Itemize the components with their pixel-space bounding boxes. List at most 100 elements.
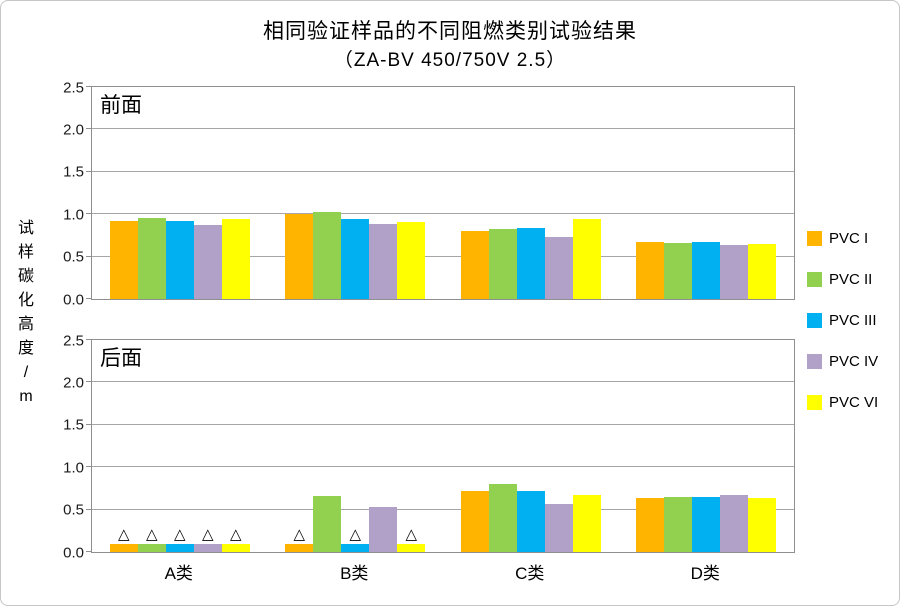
y-axis-tick — [86, 508, 92, 510]
y-axis-tick — [86, 339, 92, 340]
bar-front-B类-PVC III — [341, 219, 370, 299]
x-axis-label-D类: D类 — [690, 564, 720, 583]
y-axis-tick-label: 2.0 — [63, 374, 84, 392]
category-group-D类 — [619, 87, 795, 299]
y-axis-tick-label: 1.0 — [63, 459, 84, 477]
bar-front-C类-PVC II — [488, 229, 517, 299]
bar-back-C类-PVC VI — [572, 495, 601, 552]
x-axis-label-C类: C类 — [515, 564, 545, 583]
y-axis-tick-label: 1.5 — [63, 416, 84, 434]
bar-front-C类-PVC IV — [544, 237, 573, 299]
category-group-A类: △ △ △ △ △ — [92, 340, 268, 552]
bar-back-B类-PVC VI: △ — [397, 527, 426, 552]
y-axis-title: 试样碳化高度 / m — [13, 217, 39, 409]
y-axis-title-char: 化 — [17, 292, 34, 309]
bar-back-B类-PVC IV — [369, 507, 398, 552]
bar-back-A类-PVC III: △ — [165, 527, 194, 552]
bar-back-C类-PVC IV — [544, 503, 573, 552]
y-axis-tick-label: 0.0 — [63, 544, 84, 561]
y-axis-title-char: 高 — [17, 316, 34, 333]
y-axis-tick — [86, 381, 92, 383]
plot-area: △ △ △ △ △ △ △ △ — [92, 340, 794, 552]
bar-front-B类-PVC IV — [369, 224, 398, 299]
y-axis-tick-label: 1.5 — [63, 163, 84, 181]
triangle-marker-icon: △ — [145, 525, 158, 543]
bar-back-B类-PVC III: △ — [341, 527, 370, 552]
legend-label: PVC VI — [829, 393, 879, 411]
category-group-C类 — [443, 87, 619, 299]
bar-front-A类-PVC IV — [193, 225, 222, 299]
category-group-C类 — [443, 340, 619, 552]
gridline — [92, 423, 794, 425]
gridline — [92, 128, 794, 130]
bar-back-A类-PVC II: △ — [137, 527, 166, 552]
legend-label: PVC II — [829, 270, 873, 288]
gridline — [92, 170, 794, 172]
panel-front-chart: 前面 0.0 0.5 1.0 1.5 2.0 2.5 — [63, 79, 795, 308]
panel-back-chart: 后面 0.0 0.5 1.0 1.5 2.0 2.5 △ △ △ △ △ △ △ △ — [63, 332, 795, 561]
category-group-B类: △ △ △ — [268, 340, 444, 552]
bar-front-D类-PVC III — [692, 242, 721, 299]
bar-back-B类-PVC II — [313, 496, 342, 552]
bar-back-B类-PVC I: △ — [285, 527, 314, 552]
x-axis-label-A类: A类 — [164, 564, 193, 583]
legend-swatch-icon — [807, 353, 822, 369]
panel-front-label: 前面 — [100, 94, 142, 117]
y-axis-tick — [86, 466, 92, 468]
legend-label: PVC III — [829, 311, 877, 329]
bar-front-A类-PVC II — [137, 218, 166, 299]
chart-subtitle: （ZA-BV 450/750V 2.5） — [333, 50, 567, 71]
category-group-A类 — [92, 87, 268, 299]
legend-item-PVC-II: PVC II — [807, 270, 878, 288]
chart-title: 相同验证样品的不同阻燃类别试验结果 — [263, 20, 637, 43]
y-axis-tick — [86, 298, 92, 299]
bar-front-D类-PVC VI — [748, 243, 777, 299]
y-axis-tick — [86, 213, 92, 215]
bar-front-B类-PVC II — [313, 211, 342, 299]
category-group-B类 — [268, 87, 444, 299]
plot-area — [92, 87, 794, 299]
bar-front-C类-PVC III — [516, 227, 545, 299]
legend-item-PVC-III: PVC III — [807, 311, 878, 329]
legend-swatch-icon — [807, 230, 822, 246]
gridline — [92, 213, 794, 215]
bar-front-B类-PVC VI — [397, 221, 426, 299]
y-axis-tick-label: 0.5 — [63, 248, 84, 266]
y-axis-tick-label: 0.0 — [63, 291, 84, 308]
bar-front-D类-PVC I — [636, 242, 665, 299]
bar-front-A类-PVC III — [165, 220, 194, 299]
gridline — [92, 381, 794, 383]
chart-legend: PVC I PVC II PVC III PVC IV PVC VI — [807, 230, 879, 411]
y-axis-title-char: / — [23, 364, 29, 381]
bar-back-D类-PVC III — [692, 496, 721, 552]
bar-front-D类-PVC IV — [720, 244, 749, 299]
bar-front-A类-PVC VI — [221, 219, 250, 299]
triangle-marker-icon: △ — [229, 525, 242, 543]
bar-back-D类-PVC II — [664, 496, 693, 552]
category-group-D类 — [619, 340, 795, 552]
triangle-marker-icon: △ — [173, 525, 186, 543]
y-axis-title-char: 度 — [17, 340, 34, 357]
bar-front-C类-PVC VI — [572, 219, 601, 299]
y-axis-title-char: 样 — [17, 244, 34, 261]
gridline — [92, 508, 794, 510]
bar-back-D类-PVC VI — [748, 497, 777, 552]
y-axis-title-char: 试 — [17, 220, 34, 237]
y-axis-tick — [86, 170, 92, 172]
triangle-marker-icon: △ — [349, 525, 362, 543]
gridline — [92, 255, 794, 257]
bar-front-C类-PVC I — [460, 231, 489, 299]
panel-back-label: 后面 — [100, 347, 142, 370]
y-axis-tick-label: 1.0 — [63, 206, 84, 224]
y-axis-tick — [86, 86, 92, 87]
bar-front-A类-PVC I — [109, 220, 138, 299]
triangle-marker-icon: △ — [405, 525, 418, 543]
bar-back-C类-PVC III — [516, 490, 545, 552]
y-axis-tick — [86, 128, 92, 130]
legend-item-PVC-VI: PVC VI — [807, 393, 879, 411]
y-axis-tick-label: 2.5 — [63, 332, 84, 349]
bar-front-D类-PVC II — [664, 243, 693, 299]
triangle-marker-icon: △ — [117, 525, 130, 543]
bar-back-A类-PVC VI: △ — [221, 527, 250, 552]
x-axis-label-B类: B类 — [340, 564, 369, 583]
